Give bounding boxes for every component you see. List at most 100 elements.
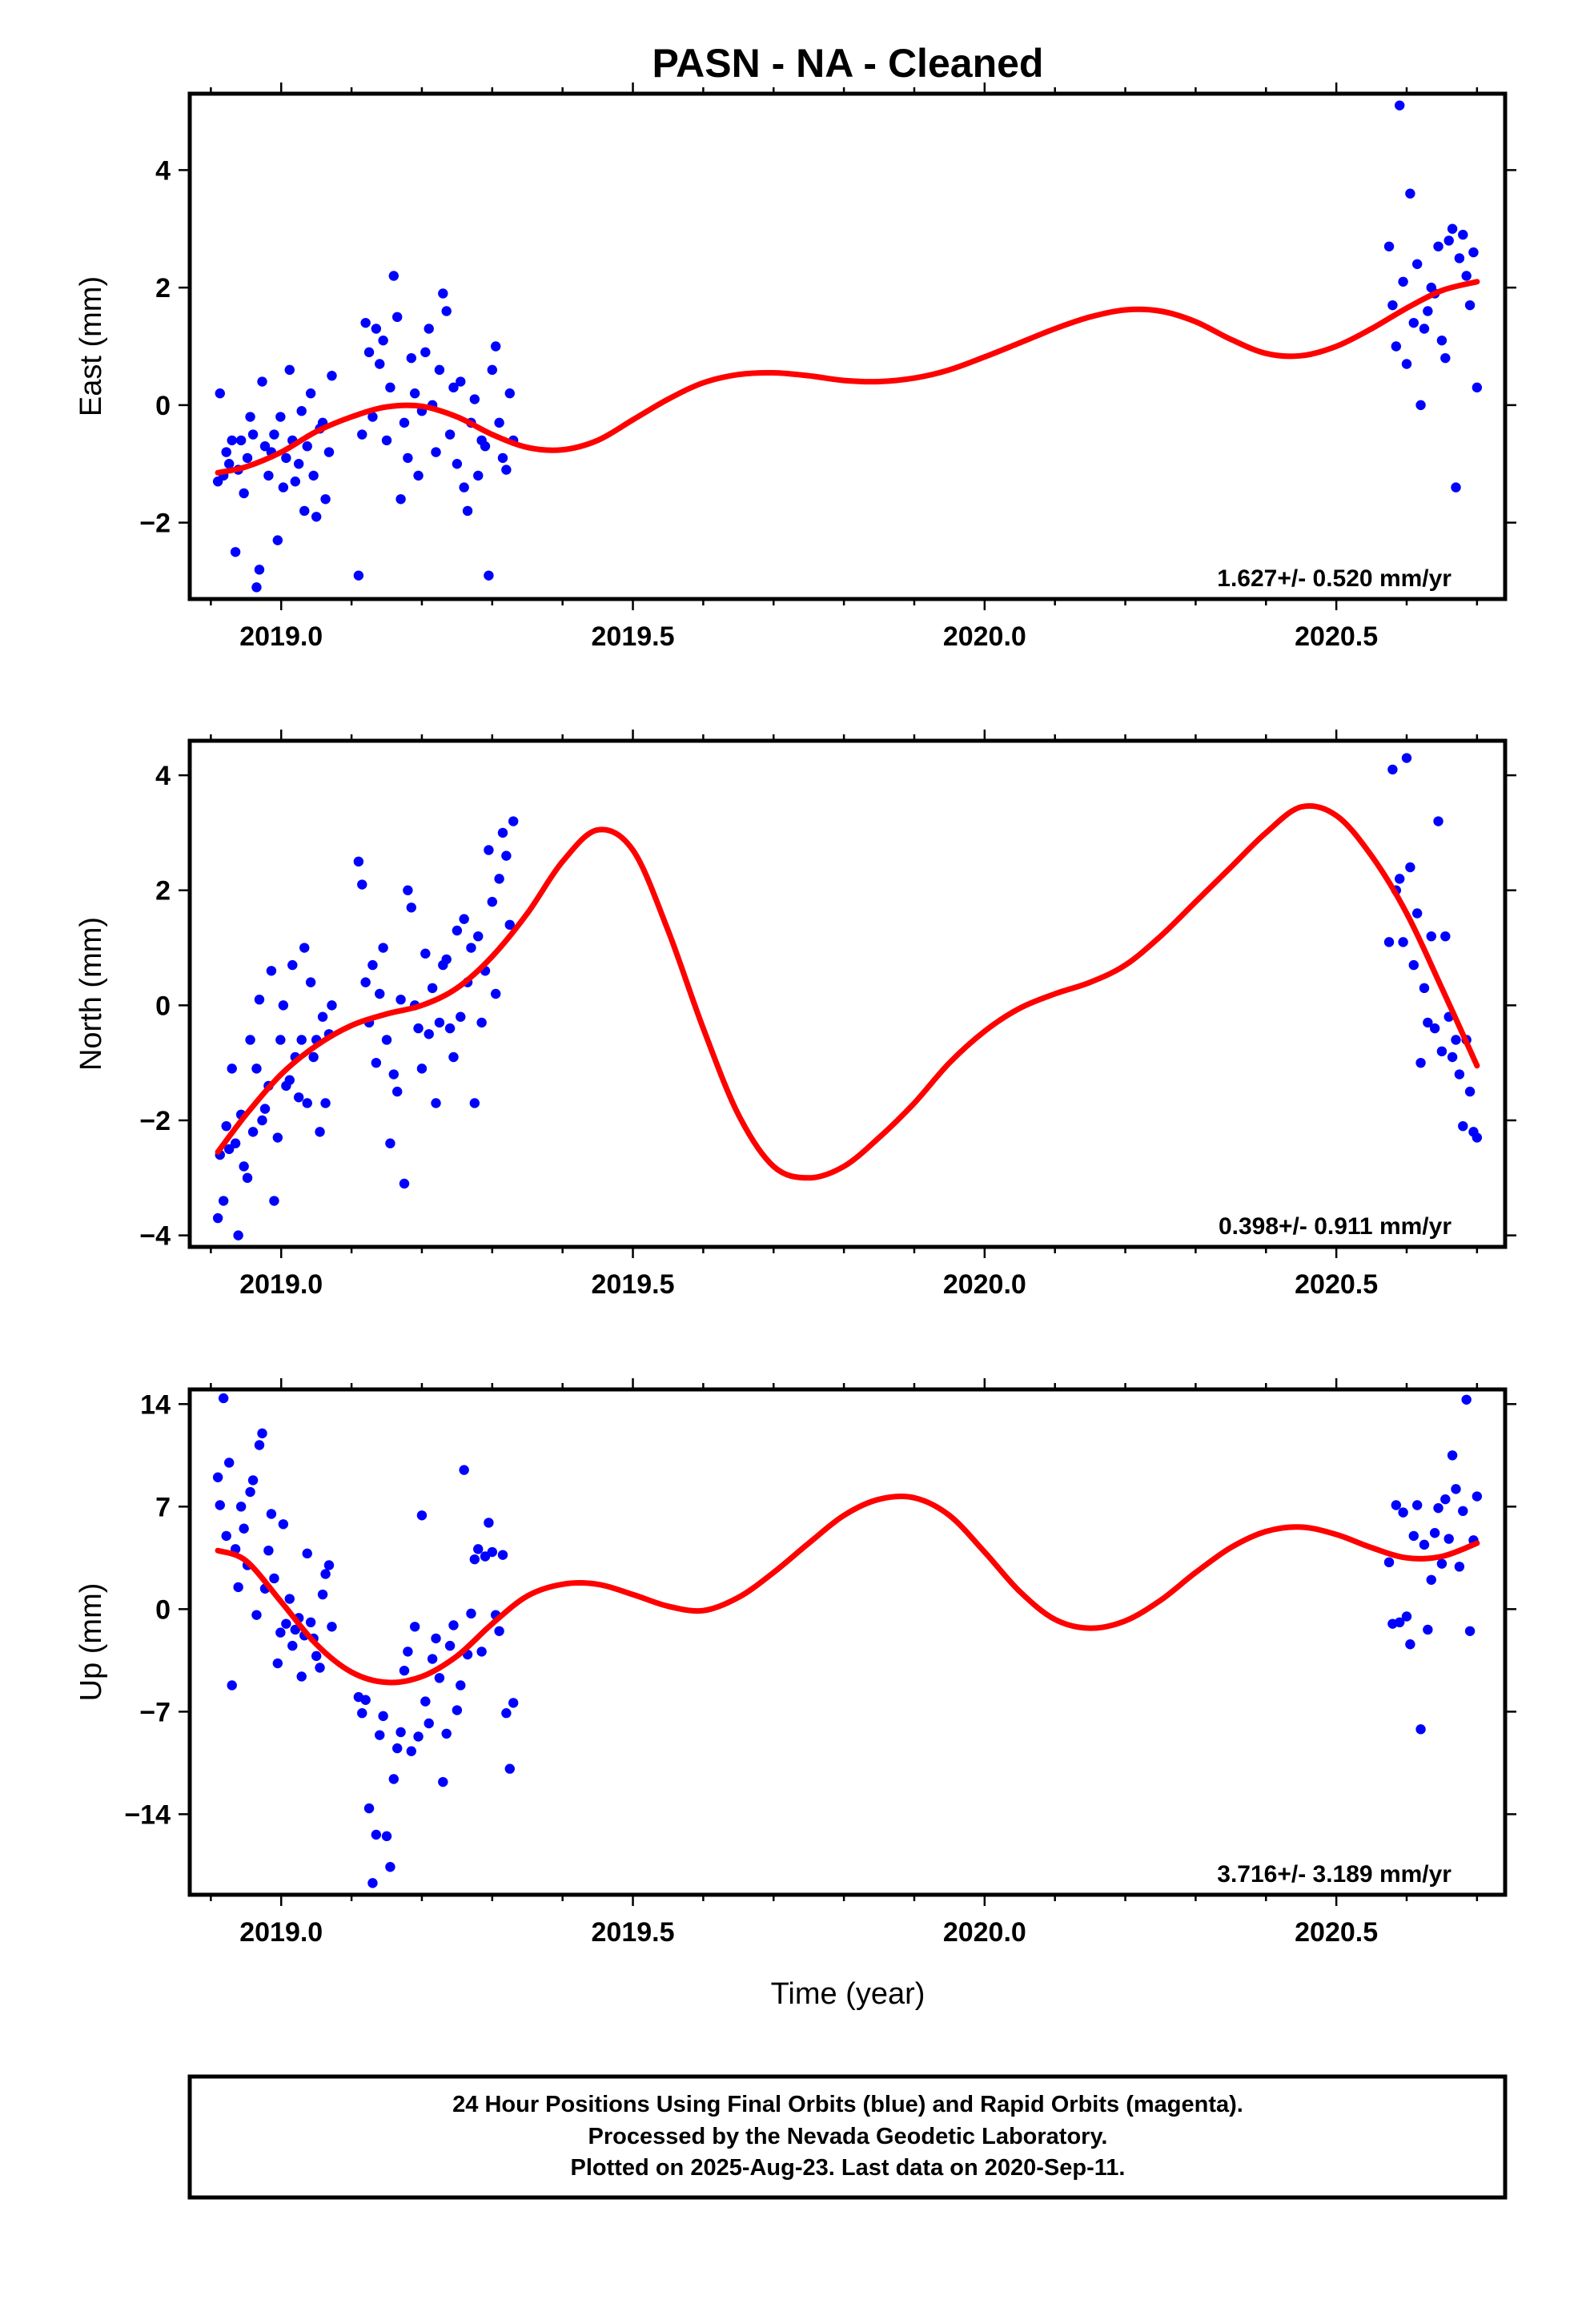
- east-data-point: [245, 412, 255, 422]
- north-data-point: [367, 959, 378, 971]
- up-data-point: [1436, 1558, 1447, 1569]
- north-data-point: [218, 1196, 229, 1206]
- east-data-point: [259, 441, 271, 452]
- north-data-point: [305, 977, 316, 987]
- north-data-point: [360, 977, 371, 987]
- east-data-point: [504, 388, 515, 399]
- up-data-point: [375, 1730, 385, 1740]
- east-y-tick-label: 2: [155, 273, 171, 304]
- east-data-point: [391, 312, 403, 323]
- north-data-point: [501, 850, 512, 861]
- north-data-point: [1464, 1086, 1476, 1097]
- up-data-point: [1464, 1626, 1476, 1636]
- up-data-point: [1443, 1534, 1454, 1544]
- east-data-point: [1395, 100, 1405, 111]
- east-data-point: [290, 476, 300, 487]
- north-data-point: [327, 1000, 337, 1011]
- east-data-point: [1464, 300, 1476, 311]
- east-data-point: [452, 459, 463, 469]
- up-data-point: [1408, 1530, 1419, 1542]
- east-data-point: [1436, 335, 1447, 346]
- east-data-point: [403, 452, 413, 464]
- north-data-point: [233, 1230, 243, 1240]
- up-data-point: [311, 1651, 322, 1662]
- up-data-point: [441, 1728, 452, 1739]
- up-data-point: [235, 1502, 247, 1512]
- up-data-point: [302, 1548, 312, 1559]
- up-data-point: [1447, 1450, 1458, 1461]
- east-data-point: [1401, 359, 1412, 369]
- north-data-point: [406, 903, 416, 913]
- east-data-point: [501, 464, 512, 475]
- footer-line-3: Plotted on 2025-Aug-23. Last data on 202…: [571, 2155, 1126, 2181]
- up-data-point: [266, 1509, 277, 1519]
- north-data-point: [371, 1057, 382, 1068]
- up-data-point: [1391, 1500, 1402, 1510]
- east-data-point: [456, 376, 466, 387]
- up-data-point: [296, 1671, 307, 1682]
- north-data-point: [434, 1017, 445, 1028]
- east-data-point: [448, 382, 459, 393]
- east-data-point: [431, 447, 441, 457]
- east-data-point: [1433, 241, 1443, 251]
- up-data-point: [1419, 1539, 1430, 1550]
- up-data-point: [438, 1776, 448, 1787]
- east-data-point: [235, 435, 247, 446]
- north-data-point: [239, 1161, 249, 1172]
- north-data-point: [1387, 764, 1398, 775]
- north-data-point: [466, 943, 476, 953]
- north-y-tick-label: 2: [155, 876, 171, 907]
- east-y-axis-label: East (mm): [74, 276, 108, 416]
- up-data-point: [381, 1831, 392, 1842]
- east-data-point: [251, 582, 262, 593]
- north-data-point: [308, 1051, 319, 1063]
- east-data-point: [239, 488, 249, 499]
- panels: 2019.0 2019.5 2020.0 2020.5 −2 0 2 4 East (mm) 1.…: [74, 82, 1516, 1948]
- north-model-curve: [215, 802, 1480, 1181]
- up-data-point: [357, 1708, 367, 1719]
- north-data-point: [1395, 874, 1405, 884]
- up-data-point: [290, 1624, 300, 1635]
- east-data-point: [296, 406, 307, 416]
- east-data-point: [1468, 247, 1479, 258]
- north-plot-area: [212, 753, 1483, 1240]
- north-data-point: [315, 1127, 325, 1137]
- north-data-point: [227, 1063, 237, 1074]
- up-data-point: [1383, 1557, 1395, 1568]
- up-x-tick-label: 2020.0: [943, 1917, 1026, 1948]
- up-data-point: [320, 1569, 331, 1579]
- east-data-point: [1443, 235, 1454, 246]
- north-data-point: [396, 994, 406, 1005]
- up-data-point: [371, 1829, 382, 1840]
- up-data-point: [466, 1608, 476, 1619]
- up-data-point: [452, 1705, 463, 1715]
- north-data-point: [1426, 931, 1436, 942]
- north-data-point: [269, 1196, 279, 1206]
- north-data-point: [302, 1098, 312, 1108]
- up-x-tick-label: 2019.5: [592, 1917, 675, 1948]
- up-data-point: [1461, 1394, 1472, 1405]
- east-data-point: [490, 341, 501, 352]
- up-data-point: [459, 1465, 469, 1475]
- north-data-point: [399, 1178, 410, 1189]
- east-data-point: [308, 470, 319, 481]
- north-data-point: [275, 1035, 286, 1045]
- north-panel: 2019.0 2019.5 2020.0 2020.5 −4 −2 0 2 4 North (mm…: [74, 730, 1516, 1300]
- east-data-point: [1454, 253, 1465, 263]
- east-data-point: [311, 512, 322, 522]
- north-data-point: [287, 959, 298, 971]
- north-data-point: [1408, 959, 1419, 971]
- east-data-point: [497, 452, 508, 464]
- north-data-point: [378, 943, 388, 953]
- up-data-point: [269, 1573, 279, 1584]
- east-x-tick-label: 2019.0: [239, 621, 323, 652]
- up-data-point: [1429, 1528, 1440, 1538]
- north-data-point: [320, 1098, 331, 1108]
- north-data-point: [424, 1029, 434, 1039]
- east-data-point: [434, 364, 445, 376]
- east-data-point: [1408, 317, 1419, 328]
- east-data-point: [459, 482, 469, 493]
- up-x-tick-label: 2020.5: [1295, 1917, 1378, 1948]
- up-data-point: [399, 1665, 410, 1676]
